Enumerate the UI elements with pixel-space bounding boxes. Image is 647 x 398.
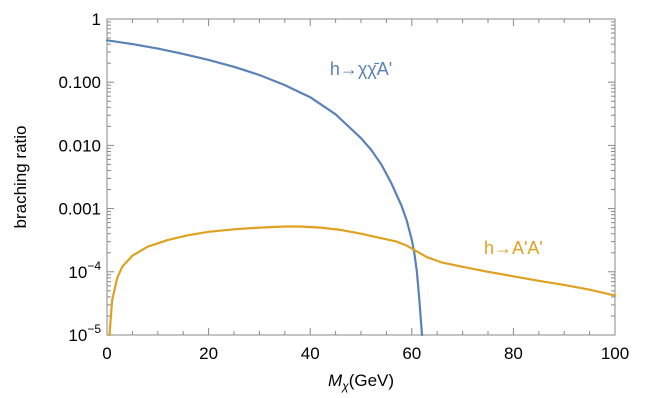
y-tick-label-exponent: −4 <box>87 259 101 273</box>
x-axis-label-unit: (GeV) <box>349 371 394 390</box>
x-axis-label-symbol: M <box>328 371 343 390</box>
series-line-0 <box>105 39 424 337</box>
x-axis-label: Mχ(GeV) <box>328 371 394 393</box>
x-axis-label-subscript: χ <box>341 379 349 393</box>
y-tick-label-base: 10 <box>68 263 87 282</box>
y-tick-label: 10−4 <box>68 259 101 282</box>
series-label-1: h→A'A' <box>484 238 543 258</box>
series-labels: h→χχ̄A' h→A'A' <box>330 59 543 258</box>
y-tick-label: 0.001 <box>58 200 101 219</box>
x-tick-label: 80 <box>504 344 523 363</box>
x-tick-label: 100 <box>601 344 629 363</box>
y-tick-label: 1 <box>92 10 101 29</box>
y-tick-label: 0.100 <box>58 73 101 92</box>
y-tick-label: 10−5 <box>68 322 101 345</box>
y-tick-label-base: 10 <box>68 326 87 345</box>
y-axis-label: braching ratio <box>11 125 30 228</box>
x-tick-label: 40 <box>301 344 320 363</box>
x-tick-label: 0 <box>102 344 111 363</box>
series-line-1 <box>108 225 617 337</box>
axis-ticks <box>106 19 616 336</box>
x-tick-label: 20 <box>199 344 218 363</box>
y-tick-label: 0.010 <box>58 136 101 155</box>
y-tick-label-exponent: −5 <box>87 322 101 336</box>
x-tick-label: 60 <box>402 344 421 363</box>
x-tick-labels: 0 20 40 60 80 100 <box>102 344 629 363</box>
series-lines <box>105 39 617 337</box>
series-label-0: h→χχ̄A' <box>330 59 392 79</box>
